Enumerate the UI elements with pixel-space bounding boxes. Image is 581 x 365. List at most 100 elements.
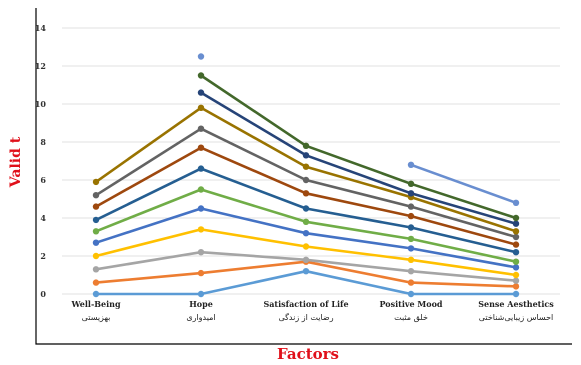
y-tick-label: 12 bbox=[35, 61, 46, 71]
data-point bbox=[197, 205, 205, 212]
data-point bbox=[302, 218, 310, 225]
data-point bbox=[407, 256, 415, 263]
data-point bbox=[92, 192, 100, 199]
x-category-label-fa: رضایت از زندگی bbox=[278, 312, 333, 322]
data-point bbox=[407, 224, 415, 231]
data-point bbox=[197, 104, 205, 112]
data-point bbox=[302, 230, 310, 237]
data-point bbox=[302, 256, 310, 263]
y-tick-label: 8 bbox=[40, 137, 46, 147]
data-point bbox=[197, 226, 205, 233]
y-tick-label: 14 bbox=[35, 23, 47, 33]
data-point bbox=[407, 212, 415, 220]
data-point bbox=[512, 290, 520, 298]
data-point bbox=[512, 283, 520, 290]
x-category-label-en: Sense Aesthetics bbox=[478, 299, 554, 309]
data-point bbox=[302, 268, 310, 275]
data-point bbox=[512, 264, 520, 271]
data-point bbox=[197, 144, 205, 151]
y-tick-label: 10 bbox=[35, 99, 47, 109]
x-category-label-fa: امیدواری bbox=[186, 313, 215, 322]
data-point bbox=[197, 290, 205, 298]
x-category-label-fa: خلق مثبت bbox=[394, 313, 428, 322]
data-point bbox=[302, 243, 310, 250]
data-point bbox=[92, 228, 100, 235]
y-tick-label: 4 bbox=[40, 213, 46, 223]
x-category-label-fa: احساس زیبایی‌شناختی bbox=[479, 313, 553, 322]
data-point bbox=[197, 125, 205, 132]
data-point bbox=[512, 258, 520, 265]
data-point bbox=[197, 72, 205, 79]
data-point bbox=[197, 53, 205, 60]
data-point bbox=[92, 266, 100, 273]
data-point bbox=[92, 252, 100, 260]
y-axis-title: Valid t bbox=[8, 136, 24, 188]
x-category-label-en: Positive Mood bbox=[379, 299, 442, 309]
x-axis-title: Factors bbox=[277, 345, 339, 363]
data-point bbox=[92, 239, 100, 246]
data-point bbox=[92, 178, 100, 186]
x-category-labels: Well-Being بهزیستی Hope امیدواری Satisfactio… bbox=[70, 299, 554, 322]
x-category-label-en: Hope bbox=[189, 299, 213, 309]
data-point bbox=[92, 203, 100, 210]
chart-frame bbox=[35, 8, 572, 345]
data-point bbox=[407, 161, 415, 168]
series-1 bbox=[92, 268, 520, 298]
data-point bbox=[407, 180, 415, 187]
series-6 bbox=[92, 186, 520, 265]
x-category-label-fa: بهزیستی bbox=[82, 313, 111, 322]
x-category-label-en: Well-Being bbox=[70, 299, 121, 309]
data-point bbox=[302, 152, 310, 159]
data-point bbox=[512, 228, 520, 235]
data-point bbox=[302, 190, 310, 197]
data-point bbox=[407, 203, 415, 210]
series-line bbox=[410, 163, 517, 205]
data-point bbox=[407, 279, 415, 286]
data-point bbox=[407, 290, 415, 298]
data-point bbox=[407, 190, 415, 197]
series-5 bbox=[92, 205, 520, 271]
data-point bbox=[92, 290, 100, 298]
series-11 bbox=[197, 89, 520, 227]
y-tick-labels: 0 2 4 6 8 10 12 14 bbox=[35, 23, 47, 299]
data-point bbox=[512, 249, 520, 256]
data-point bbox=[512, 199, 520, 206]
data-point bbox=[407, 245, 415, 252]
series-12 bbox=[197, 72, 520, 222]
data-point bbox=[512, 233, 520, 241]
data-point bbox=[302, 205, 310, 212]
data-point bbox=[302, 142, 310, 149]
data-point bbox=[512, 214, 520, 222]
series-7 bbox=[92, 165, 520, 256]
series-8 bbox=[92, 144, 520, 248]
data-point bbox=[302, 163, 310, 170]
data-point bbox=[512, 271, 520, 279]
series-9 bbox=[92, 125, 520, 241]
y-tick-label: 2 bbox=[40, 251, 46, 261]
data-point bbox=[92, 279, 100, 286]
data-point bbox=[197, 89, 205, 96]
data-point bbox=[197, 249, 205, 256]
data-point bbox=[407, 268, 415, 275]
data-point bbox=[197, 186, 205, 193]
data-point bbox=[512, 220, 520, 227]
data-point bbox=[197, 269, 205, 277]
x-category-label-en: Satisfaction of Life bbox=[263, 299, 348, 309]
series-layer bbox=[92, 53, 520, 298]
series-line bbox=[200, 91, 517, 225]
series-13 bbox=[197, 53, 520, 206]
data-point bbox=[92, 216, 100, 224]
y-tick-label: 6 bbox=[40, 175, 46, 185]
data-point bbox=[407, 235, 415, 243]
series-4 bbox=[92, 226, 520, 279]
series-line bbox=[200, 74, 517, 220]
data-point bbox=[512, 241, 520, 248]
data-point bbox=[197, 165, 205, 172]
series-10 bbox=[92, 104, 520, 235]
series-3 bbox=[92, 249, 520, 284]
data-point bbox=[512, 277, 520, 284]
y-tick-label: 0 bbox=[40, 289, 46, 299]
data-point bbox=[302, 176, 310, 184]
